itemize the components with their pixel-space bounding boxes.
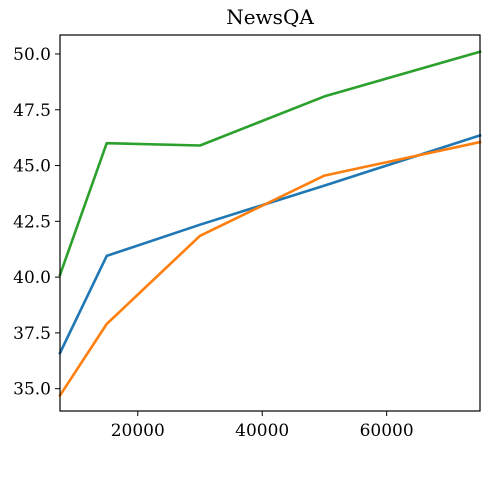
y-tick-label: 42.5 — [13, 212, 51, 232]
y-tick-label: 35.0 — [13, 380, 51, 400]
y-tick-label: 45.0 — [13, 157, 51, 177]
y-tick-label: 37.5 — [13, 324, 51, 344]
series-line-3 — [58, 50, 482, 277]
y-tick-label: 40.0 — [13, 268, 51, 288]
chart-title: NewsQA — [226, 5, 314, 29]
series-line-1 — [58, 133, 482, 355]
series-line-2 — [58, 140, 482, 398]
x-tick-label: 20000 — [111, 421, 165, 441]
y-tick-label: 47.5 — [13, 101, 51, 121]
plot-frame — [59, 34, 481, 412]
series-layer — [58, 50, 482, 398]
x-tick-label: 60000 — [360, 421, 414, 441]
y-tick-label: 50.0 — [13, 45, 51, 65]
axes-layer: 20000 40000 60000 35.0 37.5 40.0 42.5 45.0 47.5 5… — [13, 34, 481, 441]
x-tick-label: 40000 — [235, 421, 289, 441]
